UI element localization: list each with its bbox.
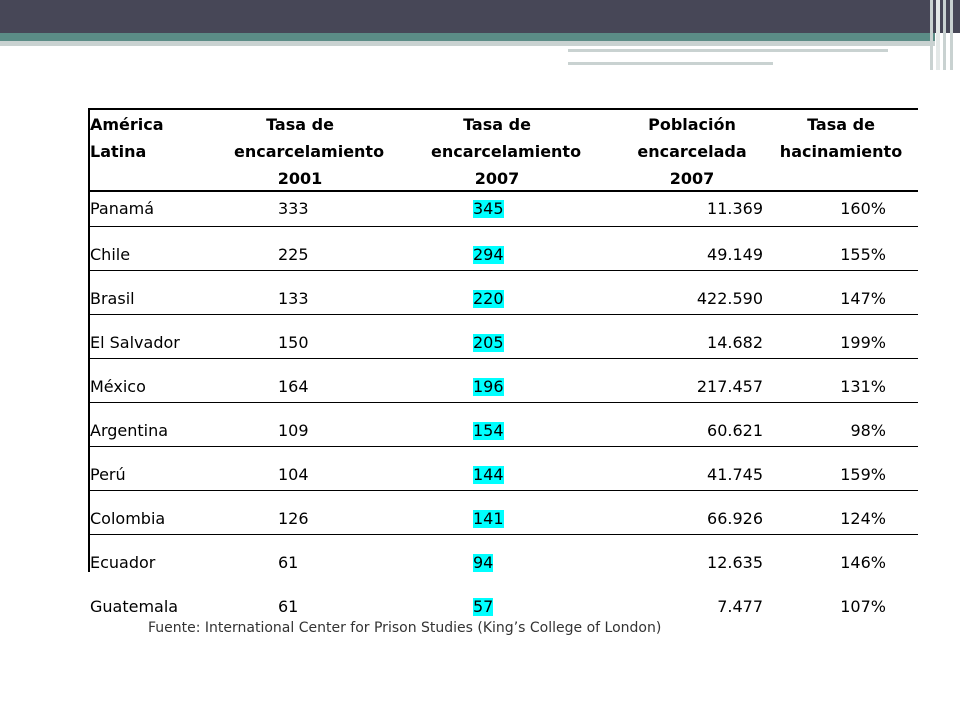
header-overcrowding: Tasa de hacinamiento bbox=[764, 111, 918, 165]
cell-rate-2007: 345 bbox=[473, 199, 504, 218]
source-note: Fuente: International Center for Prison … bbox=[148, 620, 662, 636]
cell-overcrowding: 107% bbox=[840, 597, 886, 616]
cell-rate-2007: 154 bbox=[473, 421, 504, 440]
header-deco-line bbox=[568, 62, 773, 65]
cell-overcrowding: 146% bbox=[840, 553, 886, 572]
cell-population-2007: 12.635 bbox=[707, 553, 763, 572]
cell-country: Ecuador bbox=[90, 553, 156, 572]
header-rate-2001: Tasa de encarcelamiento 2001 bbox=[234, 111, 385, 192]
cell-rate-2001: 126 bbox=[278, 509, 309, 528]
header-line: Latina bbox=[90, 142, 147, 161]
header-line: 2001 bbox=[277, 169, 323, 188]
cell-country: Chile bbox=[90, 245, 131, 264]
cell-overcrowding: 199% bbox=[840, 333, 886, 352]
cell-overcrowding: 155% bbox=[840, 245, 886, 264]
header-shadow-stripe bbox=[0, 41, 935, 46]
header-deco-line bbox=[568, 49, 888, 52]
prison-statistics-table: América Latina Tasa de encarcelamiento 2001 T… bbox=[88, 108, 918, 616]
cell-rate-2001: 61 bbox=[278, 553, 299, 572]
cell-population-2007: 49.149 bbox=[707, 245, 763, 264]
cell-rate-2007: 196 bbox=[473, 377, 504, 396]
cell-rate-2007: 220 bbox=[473, 289, 504, 308]
header-line: encarcelada bbox=[637, 142, 747, 161]
header-deco-bar bbox=[930, 0, 933, 70]
cell-country: Colombia bbox=[90, 509, 166, 528]
header-line: América bbox=[90, 115, 164, 134]
cell-population-2007: 66.926 bbox=[707, 509, 763, 528]
header-bottom-border bbox=[88, 190, 918, 192]
cell-country: Panamá bbox=[90, 199, 155, 218]
cell-rate-2001: 150 bbox=[278, 333, 309, 352]
cell-overcrowding: 98% bbox=[850, 421, 886, 440]
cell-population-2007: 422.590 bbox=[696, 289, 763, 308]
cell-rate-2001: 133 bbox=[278, 289, 309, 308]
header-line: encarcelamiento bbox=[431, 142, 582, 161]
header-line: Tasa de bbox=[463, 115, 531, 134]
header-rate-2007: Tasa de encarcelamiento 2007 bbox=[431, 111, 582, 192]
cell-rate-2007: 205 bbox=[473, 333, 504, 352]
cell-rate-2007: 141 bbox=[473, 509, 504, 528]
header-bar bbox=[0, 0, 960, 33]
row-divider bbox=[88, 446, 918, 447]
row-divider bbox=[88, 490, 918, 491]
table-top-border bbox=[88, 108, 918, 110]
header-line: Población bbox=[648, 115, 736, 134]
cell-population-2007: 14.682 bbox=[707, 333, 763, 352]
cell-population-2007: 217.457 bbox=[696, 377, 763, 396]
cell-country: Guatemala bbox=[90, 597, 179, 616]
cell-population-2007: 11.369 bbox=[707, 199, 763, 218]
header-deco-bar bbox=[936, 0, 940, 70]
table-left-border bbox=[88, 108, 90, 572]
row-divider bbox=[88, 402, 918, 403]
header-population-2007: Población encarcelada 2007 bbox=[626, 111, 758, 192]
cell-rate-2001: 61 bbox=[278, 597, 299, 616]
header-deco-bar bbox=[950, 0, 953, 70]
cell-rate-2001: 109 bbox=[278, 421, 309, 440]
cell-rate-2007: 57 bbox=[473, 597, 494, 616]
row-divider bbox=[88, 270, 918, 271]
header-line: Tasa de bbox=[807, 115, 875, 134]
header-line: hacinamiento bbox=[779, 142, 903, 161]
cell-country: Perú bbox=[90, 465, 126, 484]
cell-rate-2001: 225 bbox=[278, 245, 309, 264]
cell-overcrowding: 159% bbox=[840, 465, 886, 484]
header-deco-bar bbox=[943, 0, 946, 70]
row-divider bbox=[88, 314, 918, 315]
cell-overcrowding: 131% bbox=[840, 377, 886, 396]
cell-rate-2001: 333 bbox=[278, 199, 309, 218]
cell-population-2007: 7.477 bbox=[717, 597, 763, 616]
cell-rate-2007: 294 bbox=[473, 245, 504, 264]
header-region: América Latina bbox=[90, 111, 230, 165]
cell-rate-2001: 164 bbox=[278, 377, 309, 396]
cell-population-2007: 41.745 bbox=[707, 465, 763, 484]
cell-country: Brasil bbox=[90, 289, 135, 308]
cell-country: El Salvador bbox=[90, 333, 180, 352]
cell-overcrowding: 147% bbox=[840, 289, 886, 308]
cell-rate-2007: 144 bbox=[473, 465, 504, 484]
header-line: Tasa de bbox=[266, 115, 334, 134]
cell-country: México bbox=[90, 377, 146, 396]
cell-country: Argentina bbox=[90, 421, 169, 440]
cell-overcrowding: 124% bbox=[840, 509, 886, 528]
header-accent-stripe bbox=[0, 33, 935, 41]
header-line: 2007 bbox=[669, 169, 715, 188]
row-divider bbox=[88, 358, 918, 359]
cell-overcrowding: 160% bbox=[840, 199, 886, 218]
row-divider bbox=[88, 534, 918, 535]
row-divider bbox=[88, 226, 918, 227]
cell-population-2007: 60.621 bbox=[707, 421, 763, 440]
header-line: encarcelamiento bbox=[234, 142, 385, 161]
header-line: 2007 bbox=[474, 169, 520, 188]
cell-rate-2001: 104 bbox=[278, 465, 309, 484]
cell-rate-2007: 94 bbox=[473, 553, 494, 572]
